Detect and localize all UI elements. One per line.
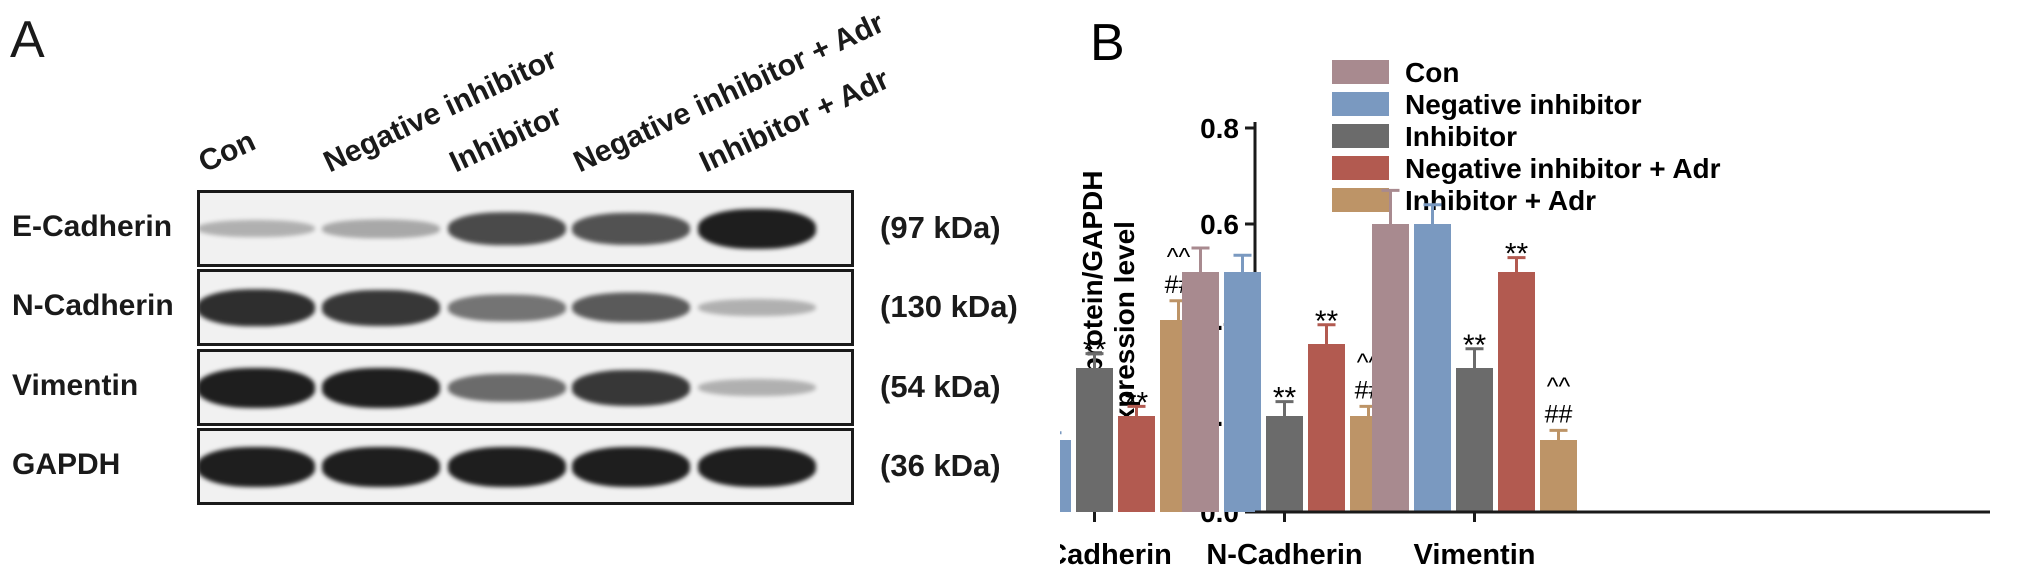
significance-mark: **	[1125, 386, 1149, 419]
blot-band	[698, 208, 816, 249]
blot-strip	[197, 349, 854, 426]
legend-swatch	[1332, 156, 1389, 180]
blot-band	[698, 446, 816, 487]
molecular-weight-label: (36 kDa)	[880, 448, 1001, 483]
blot-band	[200, 219, 315, 238]
blot-band	[572, 292, 690, 323]
blot-strip	[197, 428, 854, 505]
x-tick-label: E-Cadherin	[1060, 539, 1172, 571]
significance-mark: **	[1083, 334, 1107, 367]
blot-band	[322, 446, 440, 487]
blot-band	[448, 294, 566, 321]
blot-band	[322, 218, 440, 239]
blot-band	[448, 211, 566, 246]
bar	[1372, 224, 1409, 512]
significance-mark: ^^	[1167, 243, 1191, 271]
bar	[1182, 272, 1219, 512]
legend-label: Negative inhibitor	[1405, 89, 1642, 120]
legend-label: Negative inhibitor + Adr	[1405, 153, 1721, 184]
legend-label: Inhibitor	[1405, 121, 1517, 152]
legend-swatch	[1332, 92, 1389, 116]
significance-mark: **	[1463, 329, 1487, 362]
y-tick-label: 0.8	[1200, 113, 1239, 144]
x-tick-label: N-Cadherin	[1206, 539, 1362, 571]
bar	[1540, 440, 1577, 512]
legend-swatch	[1332, 188, 1389, 212]
blot-band	[572, 446, 690, 487]
significance-mark: ##	[1545, 400, 1573, 428]
legend-label: Con	[1405, 57, 1459, 88]
x-tick-label: Vimentin	[1414, 539, 1536, 571]
legend-swatch	[1332, 124, 1389, 148]
legend-label: Inhibitor + Adr	[1405, 185, 1596, 216]
blot-band	[572, 212, 690, 245]
y-axis-title-line: expression level	[1109, 221, 1140, 439]
blot-band	[448, 373, 566, 402]
blot-band	[572, 369, 690, 406]
significance-mark: **	[1315, 305, 1339, 338]
bar	[1060, 440, 1071, 512]
bar	[1224, 272, 1261, 512]
blot-band	[698, 378, 816, 397]
legend-swatch	[1332, 60, 1389, 84]
blot-band	[448, 446, 566, 487]
molecular-weight-label: (54 kDa)	[880, 369, 1001, 404]
molecular-weight-label: (130 kDa)	[880, 289, 1018, 324]
bar	[1498, 272, 1535, 512]
panel-b-letter: B	[1090, 14, 1125, 72]
blot-band	[322, 289, 440, 326]
protein-label: GAPDH	[12, 448, 121, 481]
blot-band	[698, 298, 816, 317]
blot-band	[200, 446, 315, 487]
significance-mark: ^^	[1547, 372, 1571, 400]
bar	[1308, 344, 1345, 512]
bars: ****##^^****##^^****##^^	[1060, 188, 1577, 512]
y-tick-label: 0.6	[1200, 209, 1239, 240]
blot-band	[200, 288, 315, 327]
panel-a-letter: A	[10, 11, 45, 69]
lane-label: Con	[193, 124, 261, 180]
blot-strip	[197, 269, 854, 346]
blot-strip	[197, 190, 854, 267]
bar	[1456, 368, 1493, 512]
significance-mark: **	[1505, 238, 1529, 271]
x-axis: E-Cadherin N-Cadherin Vimentin	[1060, 510, 1990, 571]
blot-band	[200, 367, 315, 408]
significance-mark: **	[1273, 382, 1297, 415]
bar	[1414, 224, 1451, 512]
protein-label: E-Cadherin	[12, 210, 173, 243]
protein-label: Vimentin	[12, 369, 139, 402]
bar	[1266, 416, 1303, 512]
protein-label: N-Cadherin	[12, 289, 174, 322]
bar	[1118, 416, 1155, 512]
bar	[1076, 368, 1113, 512]
molecular-weight-label: (97 kDa)	[880, 210, 1001, 245]
blot-band	[322, 367, 440, 408]
